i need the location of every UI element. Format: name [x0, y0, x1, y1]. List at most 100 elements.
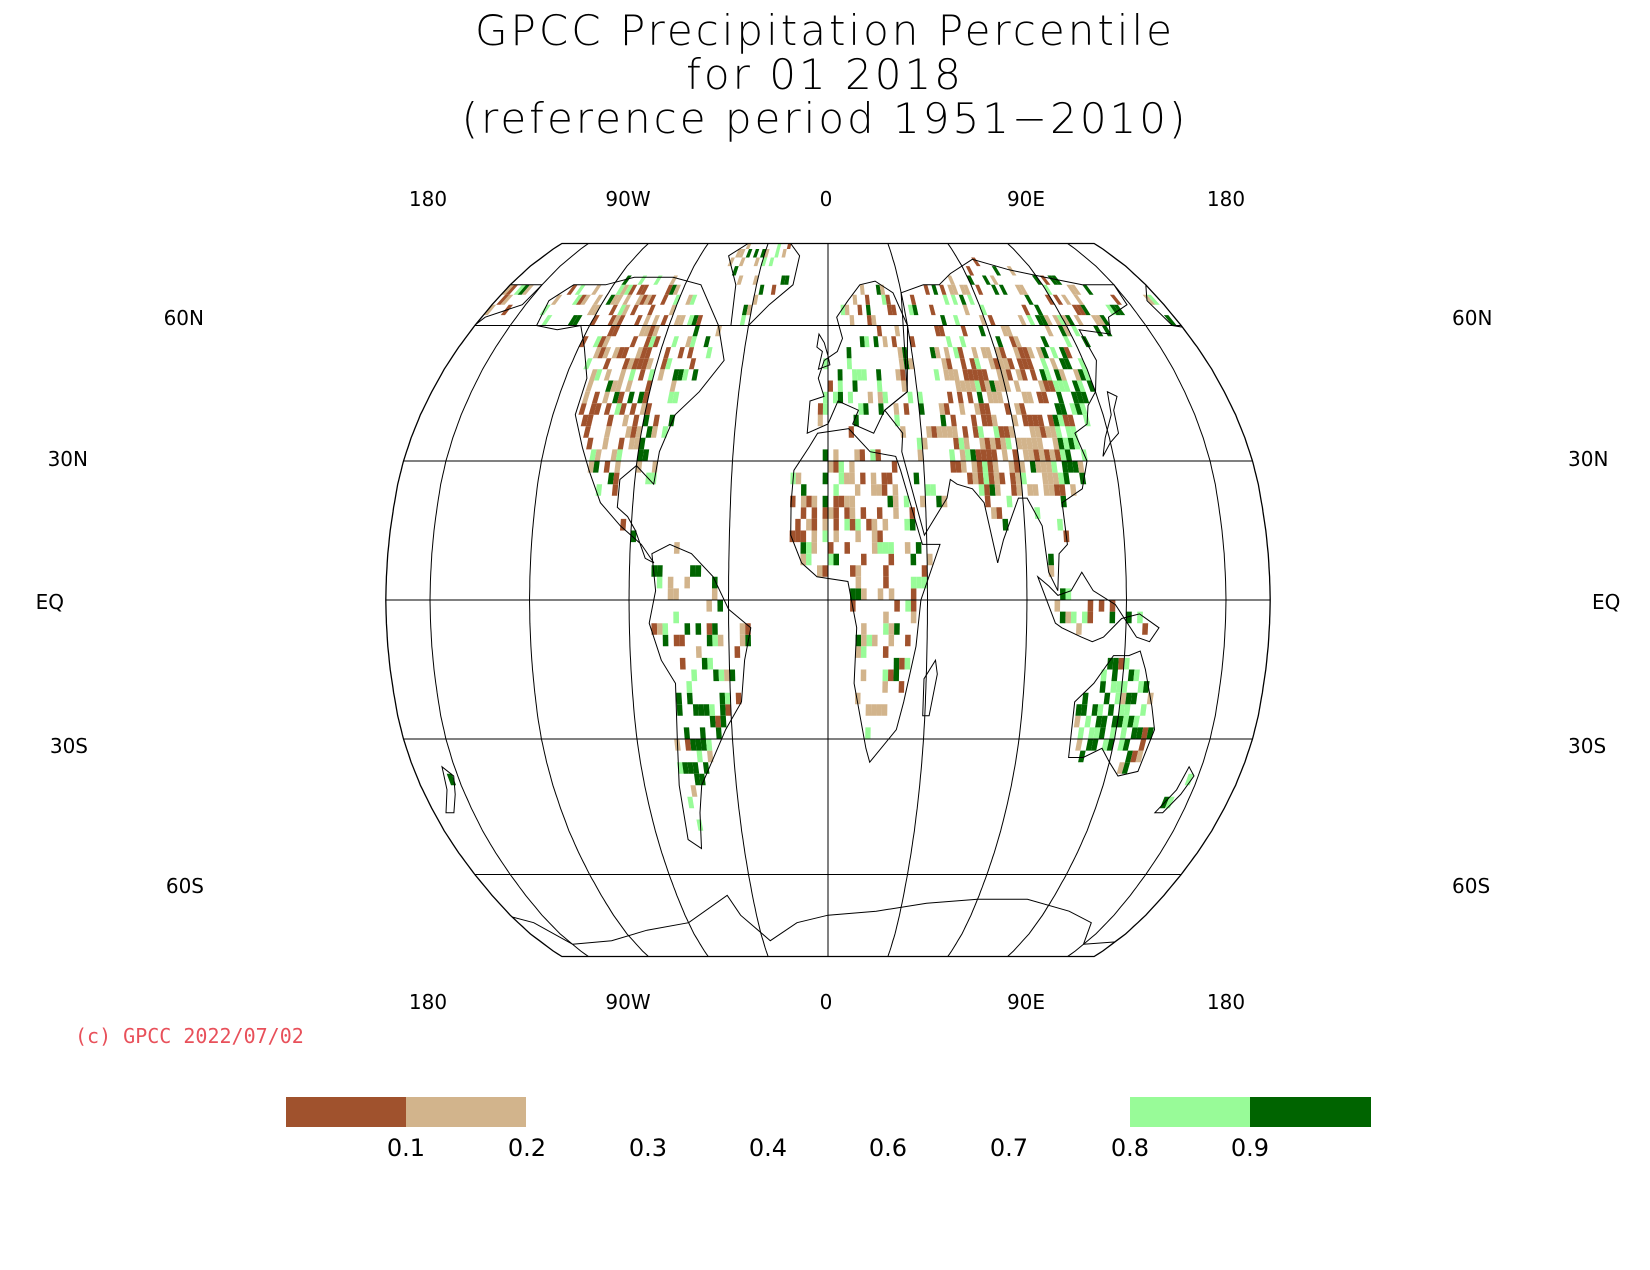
- percentile-cell: [951, 284, 959, 295]
- percentile-cell: [1020, 437, 1028, 450]
- legend-label-0.9: 0.9: [1231, 1134, 1269, 1162]
- percentile-cell: [873, 336, 879, 348]
- percentile-cell: [1000, 369, 1009, 381]
- percentile-cell: [1075, 739, 1083, 751]
- percentile-cell: [1054, 449, 1062, 461]
- percentile-cell: [1035, 461, 1042, 473]
- percentile-cell: [672, 391, 680, 404]
- percentile-cell: [517, 284, 531, 295]
- percentile-cell: [828, 461, 834, 473]
- percentile-cell: [866, 315, 873, 326]
- percentile-cell: [606, 325, 617, 337]
- percentile-cell: [635, 347, 644, 359]
- percentile-cell: [885, 294, 891, 305]
- percentile-cell: [969, 380, 977, 392]
- percentile-cell: [999, 472, 1006, 485]
- percentile-cell: [1085, 739, 1094, 751]
- percentile-cell: [673, 588, 679, 600]
- percentile-cell: [720, 715, 727, 728]
- percentile-cell: [1114, 692, 1122, 705]
- percentile-cell: [1082, 369, 1092, 381]
- percentile-cell: [621, 358, 631, 370]
- percentile-cell: [981, 461, 989, 473]
- percentile-cell: [706, 600, 712, 612]
- percentile-cell: [679, 657, 686, 670]
- percentile-cell: [854, 449, 860, 461]
- percentile-cell: [912, 304, 919, 316]
- percentile-cell: [629, 336, 639, 348]
- percentile-cell: [959, 284, 967, 295]
- percentile-cell: [700, 739, 707, 751]
- percentile-cell: [567, 315, 579, 326]
- percentile-cell: [647, 304, 656, 316]
- percentile-cell: [927, 553, 933, 566]
- percentile-cell: [672, 294, 681, 305]
- percentile-cell: [753, 257, 760, 267]
- percentile-cell: [611, 484, 619, 496]
- percentile-cell: [1109, 611, 1116, 624]
- percentile-cell: [614, 461, 621, 473]
- percentile-cell: [838, 461, 844, 473]
- percentile-cell: [854, 484, 861, 496]
- percentile-cell: [1056, 518, 1064, 531]
- percentile-cell: [951, 426, 959, 438]
- percentile-cell: [953, 437, 960, 450]
- percentile-cell: [1123, 704, 1131, 716]
- percentile-cell: [1013, 336, 1022, 348]
- percentile-cell: [637, 391, 645, 404]
- percentile-cell: [979, 437, 986, 450]
- percentile-cell: [1115, 681, 1123, 693]
- percentile-cell: [677, 315, 686, 326]
- percentile-cell: [1005, 369, 1014, 381]
- percentile-cell: [1048, 565, 1055, 577]
- percentile-cell: [1021, 304, 1031, 316]
- percentile-cell: [949, 449, 956, 461]
- percentile-cell: [1142, 623, 1149, 635]
- percentile-cell: [1076, 380, 1086, 392]
- percentile-cell: [892, 495, 899, 508]
- percentile-cell: [1049, 426, 1058, 438]
- percentile-cell: [652, 414, 660, 427]
- legend-label-0.3: 0.3: [629, 1134, 667, 1162]
- percentile-cell: [1047, 275, 1059, 285]
- percentile-cell: [1047, 414, 1055, 427]
- percentile-cell: [690, 739, 697, 751]
- percentile-cell: [709, 704, 716, 716]
- percentile-cell: [1021, 391, 1029, 404]
- percentile-cell: [1031, 437, 1039, 450]
- percentile-cell: [1027, 484, 1034, 496]
- percentile-cell: [915, 542, 922, 554]
- percentile-cell: [878, 403, 884, 415]
- percentile-cell: [707, 657, 714, 670]
- percentile-cell: [1125, 692, 1132, 705]
- percentile-cell: [1078, 750, 1086, 763]
- percentile-cell: [1036, 414, 1045, 427]
- percentile-cell: [888, 553, 895, 566]
- percentile-cell: [938, 325, 946, 337]
- percentile-cell: [1056, 315, 1067, 326]
- percentile-cell: [603, 369, 613, 381]
- percentile-cell: [996, 507, 1003, 519]
- percentile-cell: [917, 449, 924, 461]
- lon-label-bottom-2: 90W: [605, 990, 650, 1014]
- percentile-cell: [1026, 391, 1034, 404]
- percentile-cell: [1040, 347, 1050, 359]
- percentile-cell: [703, 336, 711, 348]
- percentile-cell: [888, 669, 894, 682]
- percentile-cell: [739, 623, 746, 635]
- percentile-cell: [894, 414, 901, 427]
- percentile-cell: [513, 284, 527, 295]
- coastline-indonesia: [1036, 571, 1160, 643]
- percentile-cell: [616, 315, 626, 326]
- precipitation-percentile-layer: [385, 243, 1271, 945]
- percentile-cell: [1048, 484, 1055, 496]
- percentile-cell: [719, 704, 726, 716]
- percentile-cell: [971, 369, 980, 381]
- percentile-cell: [1013, 461, 1021, 473]
- percentile-cell: [871, 704, 877, 716]
- coastline-australia: [1068, 650, 1156, 777]
- percentile-cell: [849, 461, 855, 473]
- percentile-cell: [637, 369, 646, 381]
- percentile-cell: [1119, 727, 1128, 739]
- percentile-cell: [1063, 347, 1073, 359]
